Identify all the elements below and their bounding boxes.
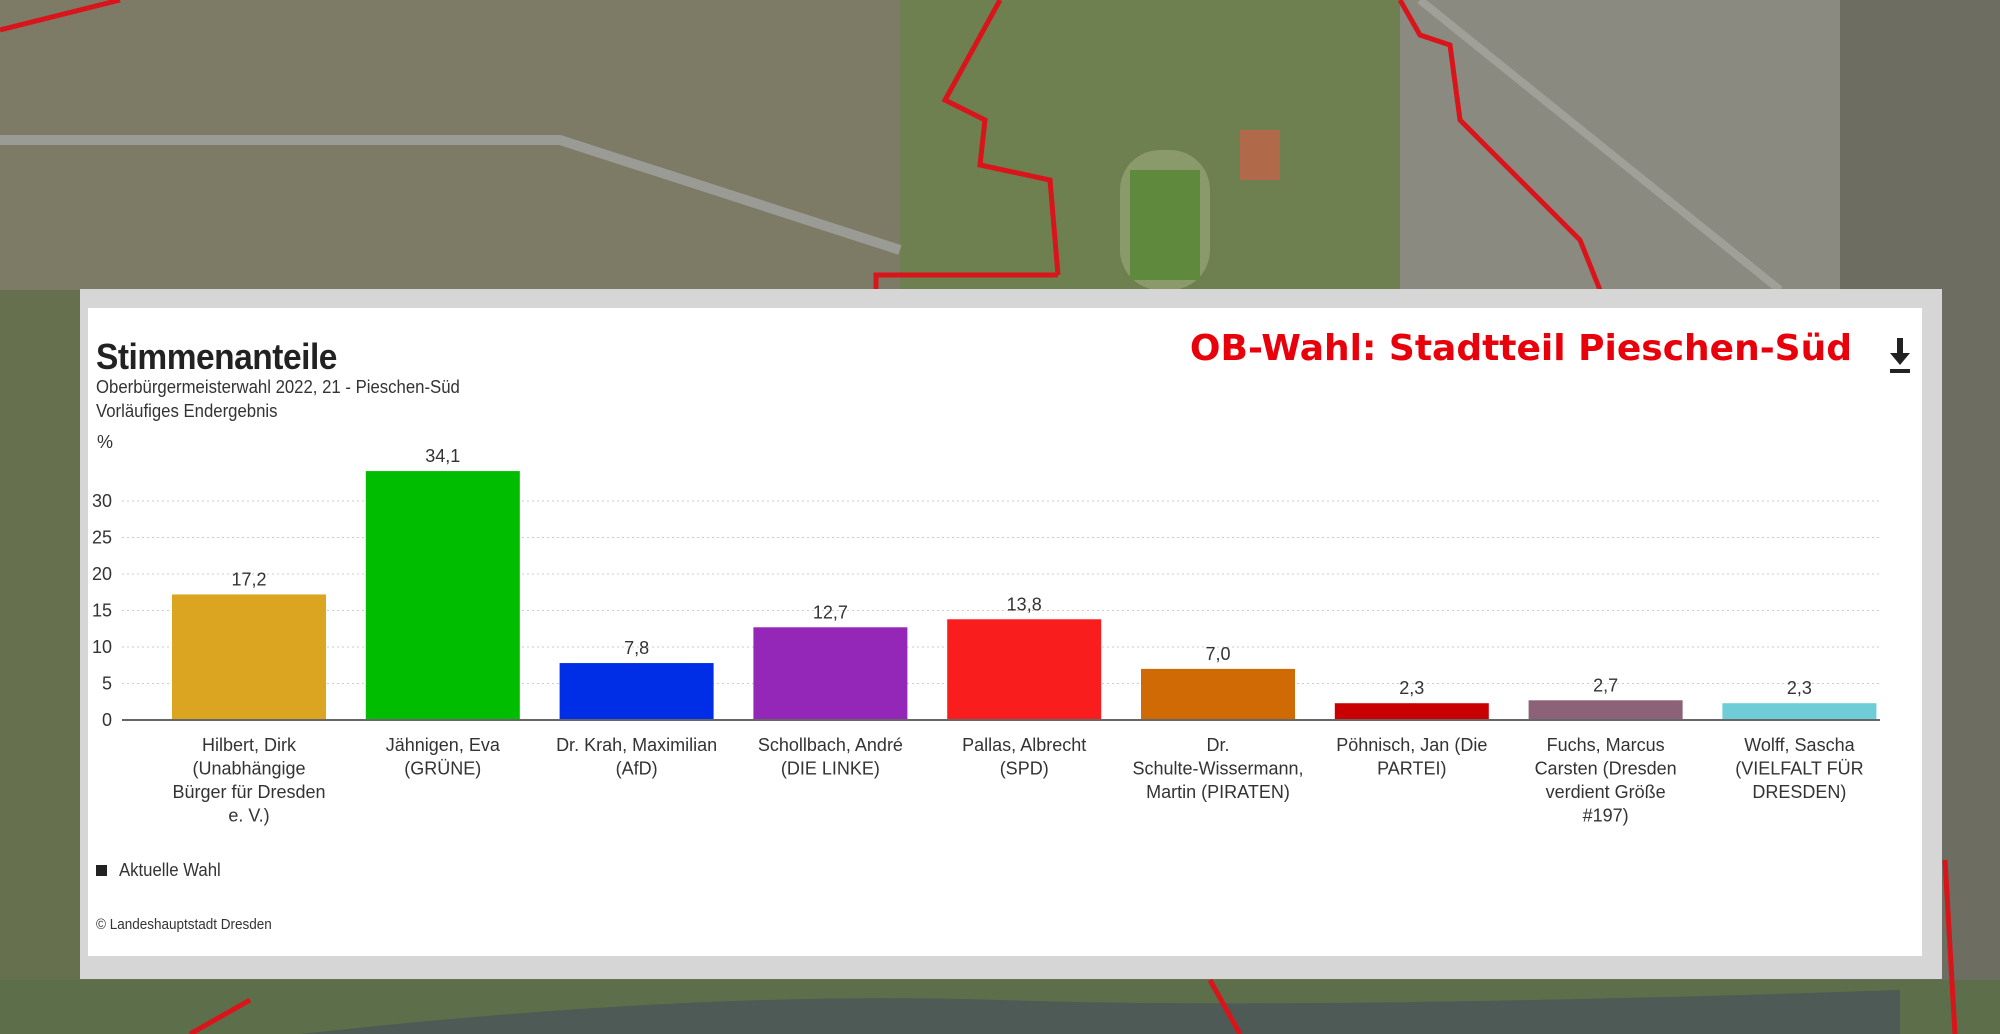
data-label: 2,3 (1787, 678, 1812, 698)
download-button[interactable] (1882, 336, 1918, 376)
bar (172, 594, 326, 720)
bar (559, 663, 714, 720)
x-tick-label: Dr. Schulte-Wissermann, Martin (PIRATEN) (1132, 735, 1303, 802)
y-tick-label: 0 (102, 710, 112, 730)
data-label: 13,8 (1007, 594, 1042, 614)
x-tick-label: Hilbert, Dirk (Unabhängige Bürger für Dres… (172, 735, 325, 826)
y-axis-label: % (97, 432, 113, 452)
data-label: 7,0 (1205, 644, 1230, 664)
bar (1334, 703, 1489, 720)
x-tick-label: Dr. Krah, Maximilian (AfD) (556, 735, 717, 779)
x-tick-label: Wolff, Sascha (VIELFALT FÜR DRESDEN) (1735, 735, 1863, 802)
bar (753, 627, 908, 720)
x-tick-label: Pallas, Albrecht (SPD) (962, 735, 1086, 779)
y-tick-label: 25 (92, 528, 112, 548)
legend-label: Aktuelle Wahl (119, 860, 221, 880)
y-tick-label: 20 (92, 564, 112, 584)
x-tick-label: Fuchs, Marcus Carsten (Dresden verdient Gr… (1535, 735, 1677, 826)
download-icon (1890, 338, 1910, 373)
legend-item[interactable]: Aktuelle Wahl (96, 860, 228, 881)
data-label: 17,2 (231, 569, 266, 589)
data-label: 34,1 (425, 446, 460, 466)
x-tick-label: Schollbach, André (DIE LINKE) (758, 735, 903, 779)
credit-text: © Landeshauptstadt Dresden (96, 916, 272, 933)
overlay-title: OB-Wahl: Stadtteil Pieschen-Süd (1189, 328, 1852, 369)
data-label: 12,7 (813, 602, 848, 622)
data-label: 2,3 (1399, 678, 1424, 698)
y-tick-label: 5 (102, 674, 112, 694)
chart-subtitle: Oberbürgermeisterwahl 2022, 21 - Piesche… (96, 377, 460, 397)
bar (365, 471, 520, 720)
bar (947, 619, 1102, 720)
y-tick-label: 30 (92, 491, 112, 511)
data-label: 7,8 (624, 638, 649, 658)
y-tick-label: 10 (92, 637, 112, 657)
chart-title: Stimmenanteile (96, 336, 337, 377)
bar (1528, 700, 1683, 720)
legend-swatch (96, 865, 107, 876)
x-tick-label: Pöhnisch, Jan (Die PARTEI) (1336, 735, 1487, 779)
chart-status-subtitle: Vorläufiges Endergebnis (96, 401, 278, 421)
y-tick-label: 15 (92, 601, 112, 621)
data-label: 2,7 (1593, 675, 1618, 695)
x-tick-label: Jähnigen, Eva (GRÜNE) (386, 735, 501, 779)
bar (1722, 703, 1877, 720)
bar (1141, 668, 1295, 720)
